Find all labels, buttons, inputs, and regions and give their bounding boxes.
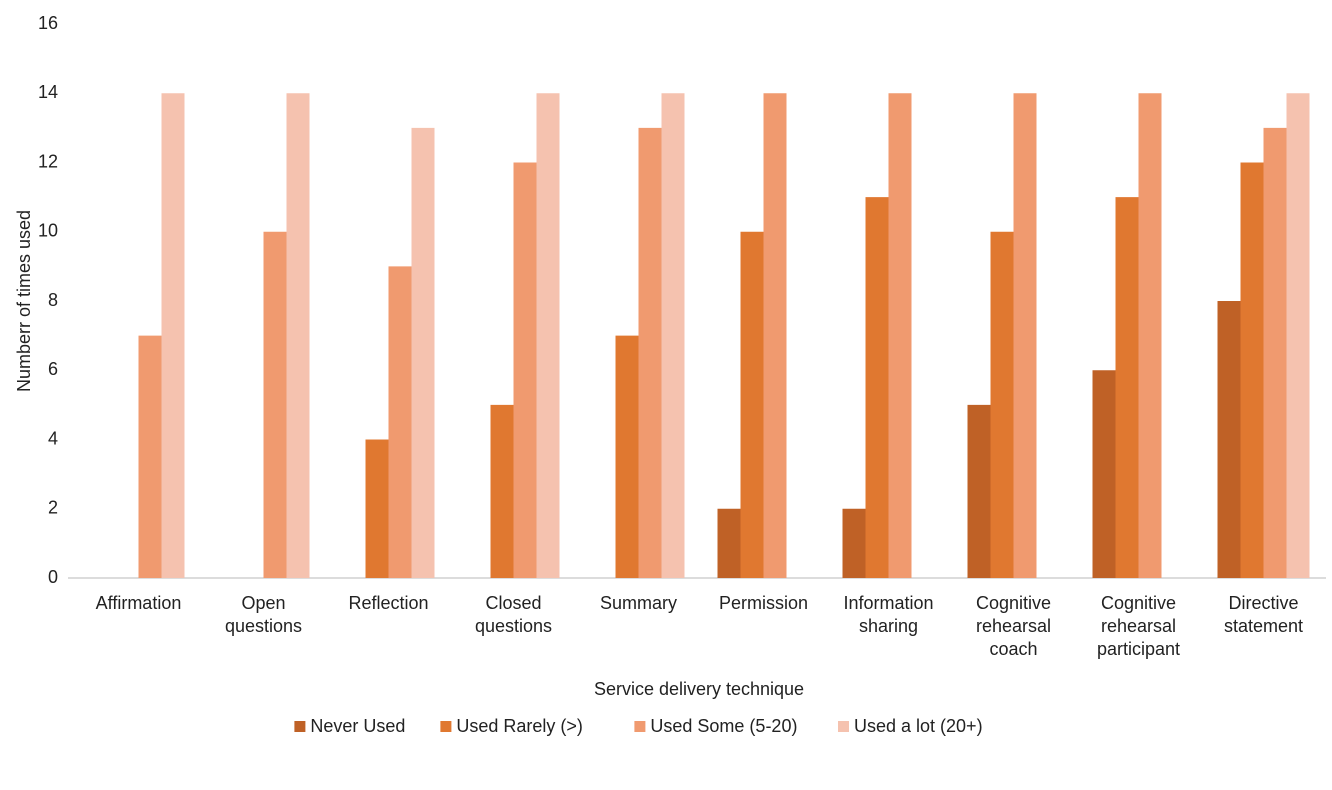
bar <box>740 231 764 578</box>
legend-swatch <box>838 721 849 732</box>
legend-label: Used a lot (20+) <box>854 716 983 736</box>
y-tick-label: 6 <box>48 359 58 379</box>
bar <box>638 127 662 578</box>
y-tick-label: 16 <box>38 13 58 33</box>
bar <box>1263 127 1287 578</box>
bar <box>615 335 639 578</box>
x-tick-label: Reflection <box>348 593 428 613</box>
legend-swatch <box>294 721 306 732</box>
bar <box>1217 301 1241 578</box>
x-tick-label: Cognitive rehearsal coach <box>976 593 1051 659</box>
bar <box>661 93 685 578</box>
legend-swatch <box>440 721 452 732</box>
bar <box>411 127 435 578</box>
x-tick-label: Summary <box>600 593 677 613</box>
bar <box>1240 162 1264 578</box>
bar <box>763 93 787 578</box>
y-tick-label: 2 <box>48 498 58 518</box>
y-tick-label: 4 <box>48 428 58 448</box>
y-tick-label: 12 <box>38 151 58 171</box>
bar <box>888 93 912 578</box>
bar <box>365 439 389 578</box>
bar <box>1138 93 1162 578</box>
bar <box>967 404 991 578</box>
bar <box>536 93 560 578</box>
bar <box>286 93 310 578</box>
y-tick-label: 14 <box>38 82 58 102</box>
bar <box>717 508 741 578</box>
legend-label: Used Some (5-20) <box>650 716 797 736</box>
x-tick-label: Cognitive rehearsal participant <box>1097 593 1180 659</box>
bar <box>161 93 185 578</box>
bar <box>513 162 537 578</box>
x-tick-label: Affirmation <box>96 593 182 613</box>
bar <box>263 231 287 578</box>
x-tick-label: Information sharing <box>843 593 933 636</box>
y-tick-label: 0 <box>48 567 58 587</box>
x-axis-title: Service delivery technique <box>594 679 804 699</box>
x-tick-label: Permission <box>719 593 808 613</box>
y-tick-label: 10 <box>38 221 58 241</box>
bar <box>138 335 162 578</box>
bar <box>990 231 1014 578</box>
bar <box>490 404 514 578</box>
x-tick-label: Open questions <box>225 593 302 636</box>
bar <box>1286 93 1310 578</box>
y-tick-label: 8 <box>48 290 58 310</box>
bar <box>388 266 412 578</box>
x-tick-label: Directive statement <box>1224 593 1303 636</box>
legend-label: Used Rarely (>) <box>456 716 583 736</box>
bar <box>1013 93 1037 578</box>
y-axis-title: Numberr of times used <box>14 210 34 392</box>
bar <box>1092 370 1116 578</box>
bar <box>842 508 866 578</box>
legend-label: Never Used <box>310 716 405 736</box>
bar <box>865 197 889 578</box>
bar <box>1115 197 1139 578</box>
legend-swatch <box>634 721 646 732</box>
x-tick-label: Closed questions <box>475 593 552 636</box>
